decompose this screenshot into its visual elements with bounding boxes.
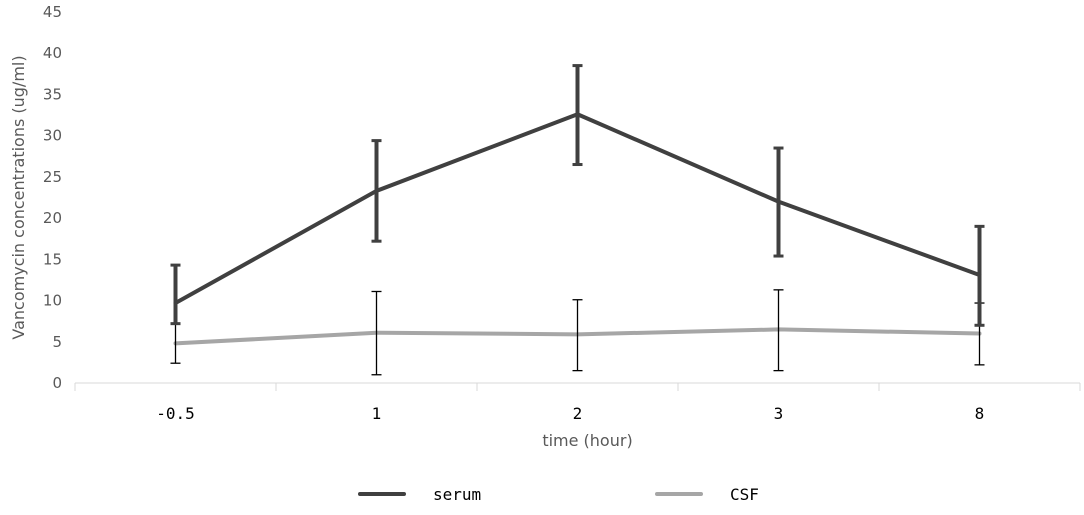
legend-label: serum — [433, 485, 481, 504]
y-axis-title: Vancomycin concentrations (ug/ml) — [9, 55, 28, 339]
error-bar-serum — [572, 64, 583, 167]
y-tick-label: 15 — [43, 250, 62, 268]
series-layer — [170, 64, 985, 376]
series-CSF — [170, 289, 985, 376]
y-tick-label: 5 — [52, 333, 62, 351]
legend: serum CSF — [358, 485, 759, 504]
x-axis-tick-marks — [74, 383, 1081, 391]
x-tick-label: 3 — [774, 404, 784, 423]
y-tick-label: 45 — [43, 3, 62, 21]
y-tick-label: 30 — [43, 127, 62, 145]
error-bar-serum — [170, 263, 181, 326]
error-bar-serum — [974, 224, 985, 327]
y-tick-label: 35 — [43, 85, 62, 103]
x-tick-label: 2 — [573, 404, 583, 423]
error-bar-CSF — [371, 290, 382, 376]
legend-label: CSF — [730, 485, 759, 504]
error-bar-CSF — [773, 289, 784, 372]
x-axis-tick-labels: -0.5 1 2 3 8 — [156, 404, 984, 423]
error-bar-serum — [371, 139, 382, 243]
error-bar-serum — [773, 146, 784, 258]
y-tick-label: 25 — [43, 168, 62, 186]
y-tick-label: 10 — [43, 292, 62, 310]
y-tick-label: 40 — [43, 44, 62, 62]
error-bar-CSF — [572, 299, 583, 372]
y-axis-ticks: 0 5 10 15 20 25 30 35 40 45 — [43, 3, 62, 392]
series-serum — [170, 64, 985, 327]
x-tick-label: -0.5 — [156, 404, 195, 423]
x-axis-title: time (hour) — [542, 431, 632, 450]
x-tick-label: 1 — [372, 404, 382, 423]
y-tick-label: 0 — [52, 374, 62, 392]
legend-item-CSF: CSF — [655, 485, 759, 504]
legend-item-serum: serum — [358, 485, 481, 504]
x-tick-label: 8 — [975, 404, 985, 423]
y-tick-label: 20 — [43, 209, 62, 227]
